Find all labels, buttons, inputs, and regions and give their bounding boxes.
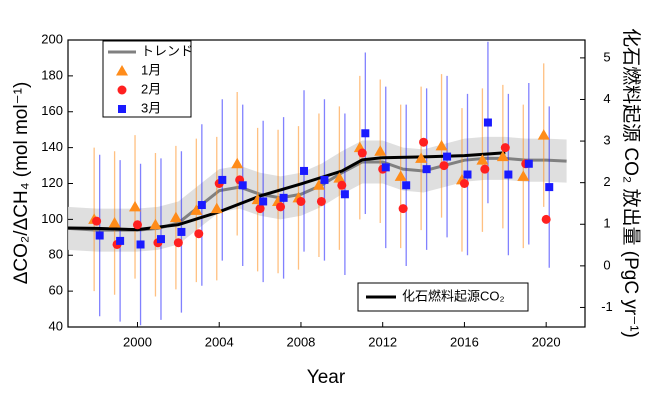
marker	[194, 229, 204, 239]
y2-tick-label: 4	[603, 91, 610, 106]
marker	[402, 181, 411, 190]
marker	[276, 202, 286, 212]
marker	[415, 152, 428, 163]
marker	[419, 137, 429, 147]
y-tick-label: 140	[41, 139, 63, 154]
marker	[316, 196, 326, 206]
marker	[296, 196, 306, 206]
marker	[177, 227, 186, 236]
marker	[118, 105, 126, 113]
y2-tick-label: -1	[601, 299, 613, 314]
legend-box	[102, 40, 192, 118]
marker	[340, 190, 349, 199]
marker	[231, 157, 244, 169]
marker	[116, 65, 128, 76]
x-tick-label: 2016	[450, 334, 479, 349]
marker	[500, 143, 510, 153]
y2-axis-title: 化石燃料起源 CO₂ 放出量 (PgC yr⁻¹)	[620, 28, 642, 338]
marker	[537, 129, 550, 140]
marker	[300, 166, 309, 175]
marker	[255, 204, 265, 214]
y2-tick-label: 5	[603, 49, 610, 64]
marker	[156, 235, 165, 244]
marker	[422, 165, 431, 174]
y2-tick-label: 3	[603, 133, 610, 148]
marker	[129, 200, 142, 212]
legend-label: 1月	[141, 62, 161, 77]
marker	[483, 118, 492, 127]
x-tick-label: 2004	[205, 334, 234, 349]
marker	[92, 216, 102, 226]
marker	[173, 238, 183, 248]
marker	[374, 145, 387, 156]
marker	[95, 231, 104, 240]
marker	[169, 211, 182, 223]
marker	[117, 85, 127, 95]
x-tick-label: 2012	[368, 334, 397, 349]
marker	[381, 163, 390, 172]
marker	[190, 204, 203, 215]
y-tick-label: 120	[41, 175, 63, 190]
marker	[238, 181, 247, 190]
marker	[504, 170, 513, 179]
legend-label: 化石燃料起源CO₂	[402, 288, 505, 303]
legend-label: 3月	[141, 100, 161, 115]
marker	[320, 175, 329, 184]
y-tick-label: 180	[41, 67, 63, 82]
marker	[398, 204, 408, 214]
marker	[279, 193, 288, 202]
marker	[361, 129, 370, 138]
marker	[435, 139, 448, 151]
marker	[480, 164, 490, 174]
marker	[459, 179, 469, 188]
y-tick-label: 100	[41, 211, 63, 226]
marker	[149, 218, 162, 230]
marker	[108, 216, 121, 228]
legend-label: 2月	[141, 81, 161, 96]
marker	[136, 240, 145, 249]
y2-tick-label: 2	[603, 174, 610, 189]
marker	[210, 202, 223, 214]
marker	[439, 161, 449, 171]
marker	[541, 214, 551, 224]
y-tick-label: 160	[41, 103, 63, 118]
x-tick-label: 2008	[286, 334, 315, 349]
marker	[517, 170, 530, 181]
x-axis-title: Year	[307, 367, 346, 388]
y-axis-title: ΔCO₂/ΔCH₄ (mol mol⁻¹)	[11, 82, 32, 285]
marker	[218, 175, 227, 184]
marker	[443, 152, 452, 161]
x-tick-label: 2020	[532, 334, 561, 349]
marker	[259, 197, 268, 206]
y-tick-label: 80	[49, 247, 63, 262]
x-tick-label: 2000	[123, 334, 152, 349]
y2-tick-label: 0	[603, 257, 610, 272]
marker	[197, 201, 206, 210]
y-tick-label: 60	[49, 283, 63, 298]
marker	[312, 179, 325, 190]
marker	[357, 148, 367, 158]
marker	[337, 180, 347, 190]
legend-label: トレンド	[141, 43, 193, 58]
marker	[545, 183, 554, 192]
marker	[524, 159, 533, 168]
marker	[496, 150, 509, 162]
y-tick-label: 40	[49, 318, 63, 333]
y2-tick-label: 1	[603, 216, 610, 231]
marker	[116, 236, 125, 245]
marker	[132, 220, 142, 230]
marker	[394, 170, 407, 181]
plot-layer	[68, 41, 567, 326]
y-tick-label: 200	[41, 31, 63, 46]
marker	[476, 154, 489, 165]
marker	[463, 170, 472, 179]
marker	[333, 172, 346, 183]
